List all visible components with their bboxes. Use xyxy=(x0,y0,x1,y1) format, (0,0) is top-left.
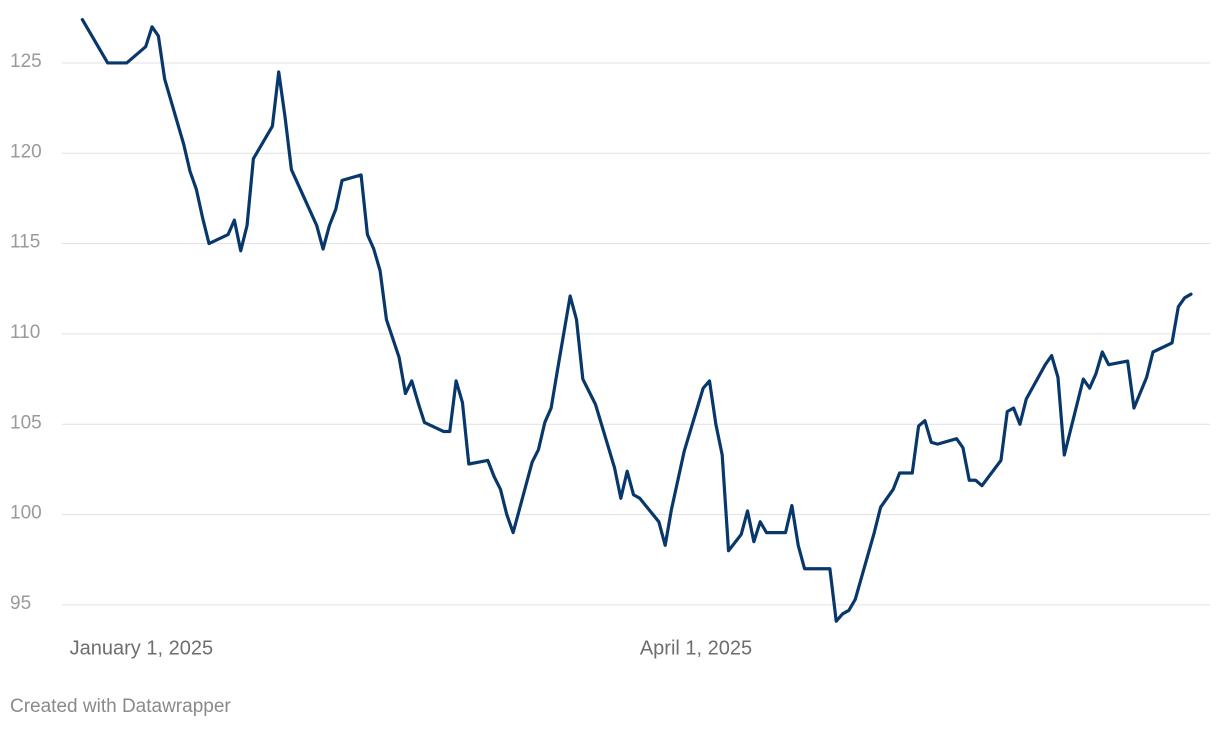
y-tick-label: 95 xyxy=(10,593,31,614)
y-tick-label: 115 xyxy=(10,232,40,253)
y-tick-label: 120 xyxy=(10,141,42,162)
credit: Created with Datawrapper xyxy=(10,696,231,717)
x-tick-label: April 1, 2025 xyxy=(640,637,752,659)
y-tick-label: 110 xyxy=(10,322,40,343)
y-tick-label: 100 xyxy=(10,503,42,524)
y-tick-label: 125 xyxy=(10,51,42,72)
y-tick-label: 105 xyxy=(10,412,42,433)
line xyxy=(80,18,1193,623)
x-tick-label: January 1, 2025 xyxy=(70,637,213,659)
